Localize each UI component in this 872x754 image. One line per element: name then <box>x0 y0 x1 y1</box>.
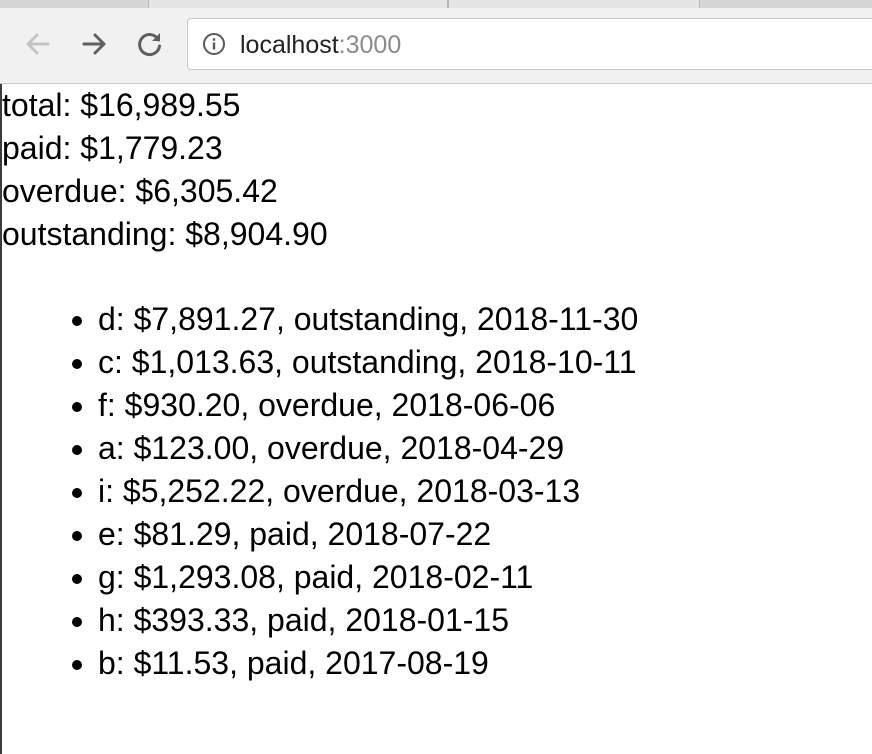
url-text[interactable]: localhost:3000 <box>240 29 401 61</box>
invoice-item: f: $930.20, overdue, 2018-06-06 <box>98 384 870 427</box>
paid-summary: paid: $1,779.23 <box>2 130 223 166</box>
page-content: total: $16,989.55 paid: $1,779.23 overdu… <box>2 84 870 685</box>
invoice-item: g: $1,293.08, paid, 2018-02-11 <box>98 556 870 599</box>
address-bar[interactable]: localhost:3000 <box>187 18 872 70</box>
info-circle-icon[interactable] <box>202 32 226 56</box>
invoice-item: d: $7,891.27, outstanding, 2018-11-30 <box>98 298 870 341</box>
invoice-item: b: $11.53, paid, 2017-08-19 <box>98 642 870 685</box>
invoice-item: a: $123.00, overdue, 2018-04-29 <box>98 427 870 470</box>
browser-chrome: localhost:3000 <box>0 0 872 84</box>
invoice-item: c: $1,013.63, outstanding, 2018-10-11 <box>98 341 870 384</box>
invoice-item: i: $5,252.22, overdue, 2018-03-13 <box>98 470 870 513</box>
url-port: :3000 <box>338 31 402 59</box>
tab-strip <box>0 0 872 8</box>
total-summary: total: $16,989.55 <box>2 87 241 123</box>
browser-tab[interactable] <box>148 0 448 8</box>
reload-button[interactable] <box>130 24 170 64</box>
forward-button[interactable] <box>74 24 114 64</box>
invoice-item: h: $393.33, paid, 2018-01-15 <box>98 599 870 642</box>
invoice-list: d: $7,891.27, outstanding, 2018-11-30 c:… <box>2 298 870 685</box>
arrow-left-icon <box>26 33 50 55</box>
outstanding-summary: outstanding: $8,904.90 <box>2 216 328 252</box>
overdue-summary: overdue: $6,305.42 <box>2 173 278 209</box>
invoice-item: e: $81.29, paid, 2018-07-22 <box>98 513 870 556</box>
back-button[interactable] <box>18 24 58 64</box>
window-edge <box>0 84 2 754</box>
url-host: localhost <box>240 31 339 59</box>
reload-icon <box>138 33 161 56</box>
arrow-right-icon <box>82 33 106 55</box>
browser-tab[interactable] <box>448 0 700 8</box>
